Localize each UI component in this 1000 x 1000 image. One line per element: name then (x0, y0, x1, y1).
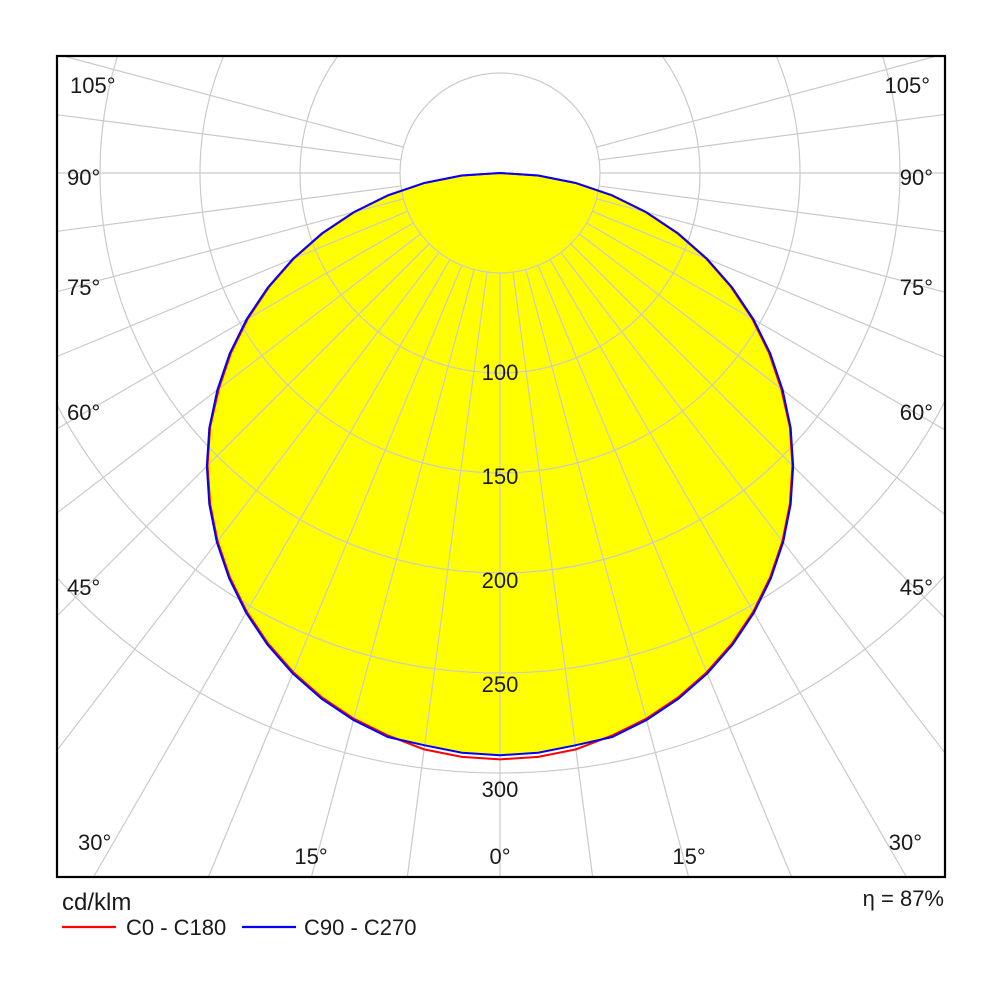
svg-text:45°: 45° (67, 575, 100, 600)
svg-text:15°: 15° (294, 844, 327, 869)
svg-text:90°: 90° (67, 165, 100, 190)
svg-text:15°: 15° (672, 844, 705, 869)
svg-text:105°: 105° (70, 73, 116, 98)
svg-text:100: 100 (482, 360, 519, 385)
svg-text:105°: 105° (884, 73, 930, 98)
svg-text:200: 200 (482, 568, 519, 593)
svg-text:75°: 75° (900, 275, 933, 300)
svg-text:60°: 60° (67, 400, 100, 425)
svg-text:75°: 75° (67, 275, 100, 300)
svg-text:45°: 45° (900, 575, 933, 600)
svg-text:250: 250 (482, 672, 519, 697)
svg-text:90°: 90° (900, 165, 933, 190)
svg-text:cd/klm: cd/klm (62, 889, 131, 916)
svg-text:60°: 60° (900, 400, 933, 425)
svg-text:300: 300 (482, 777, 519, 802)
svg-text:0°: 0° (489, 844, 510, 869)
svg-text:150: 150 (482, 464, 519, 489)
svg-text:C90 - C270: C90 - C270 (304, 915, 417, 940)
svg-text:η = 87%: η = 87% (863, 886, 944, 911)
svg-text:C0 - C180: C0 - C180 (126, 915, 226, 940)
svg-text:30°: 30° (889, 830, 922, 855)
svg-text:30°: 30° (78, 830, 111, 855)
